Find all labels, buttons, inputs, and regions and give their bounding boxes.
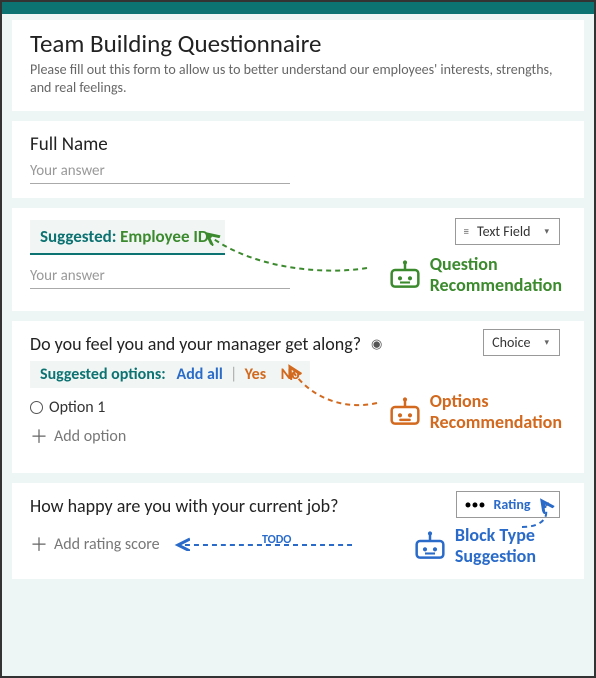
field-type-label: Rating xyxy=(493,496,530,513)
plus-icon: ＋ xyxy=(30,423,48,449)
add-all-button[interactable]: Add all xyxy=(177,365,223,384)
chevron-down-icon: ▾ xyxy=(544,226,549,237)
radio-icon: ◉ xyxy=(371,337,382,352)
text-field-icon: ≡ xyxy=(464,226,469,237)
annotation-question-recommendation: Question Recommendation xyxy=(388,254,562,295)
field-type-select[interactable]: ≡ Text Field ▾ xyxy=(455,218,561,245)
todo-label: TODO xyxy=(262,533,291,547)
rating-icon: ••• xyxy=(465,496,486,513)
chevron-down-icon: ▾ xyxy=(544,337,549,348)
question-card-name: Full Name Your answer xyxy=(12,121,584,198)
chevron-down-icon: ▾ xyxy=(544,499,549,510)
form-title: Team Building Questionnaire xyxy=(30,28,566,59)
header-card: Team Building Questionnaire Please fill … xyxy=(12,20,584,111)
question-card-choice: Do you feel you and your manager get alo… xyxy=(12,321,584,473)
suggested-question-text: Employee ID xyxy=(120,226,209,247)
robot-icon xyxy=(413,531,447,561)
annotation-line2: Suggestion xyxy=(455,546,536,567)
answer-input[interactable]: Your answer xyxy=(30,162,290,184)
separator: | xyxy=(226,365,241,384)
annotation-line1: Options xyxy=(430,391,562,412)
field-type-label: Text Field xyxy=(477,223,530,240)
annotation-block-type: Block Type Suggestion xyxy=(413,525,536,566)
annotation-options-recommendation: Options Recommendation xyxy=(388,391,562,432)
annotation-line1: Question xyxy=(430,254,562,275)
top-accent-bar xyxy=(2,2,594,14)
robot-icon xyxy=(388,260,422,290)
form-subtitle: Please fill out this form to allow us to… xyxy=(30,61,566,97)
suggested-prefix: Suggested: xyxy=(40,226,116,247)
question-card-suggested: Suggested: Employee ID Your answer ≡ Tex… xyxy=(12,208,584,311)
field-type-select[interactable]: Choice ▾ xyxy=(483,329,560,356)
radio-empty-icon[interactable] xyxy=(30,401,43,414)
suggested-question-chip[interactable]: Suggested: Employee ID xyxy=(30,220,225,255)
field-type-label: Choice xyxy=(492,334,530,351)
annotation-line2: Recommendation xyxy=(430,412,562,433)
question-text: Do you feel you and your manager get alo… xyxy=(30,333,361,355)
suggested-options-bar: Suggested options: Add all | Yes No xyxy=(30,361,310,388)
annotation-line2: Recommendation xyxy=(430,275,562,296)
add-rating-label: Add rating score xyxy=(54,535,160,554)
form-frame: Team Building Questionnaire Please fill … xyxy=(0,0,596,678)
robot-icon xyxy=(388,397,422,427)
field-type-select[interactable]: ••• Rating ▾ xyxy=(456,491,560,518)
question-label: Full Name xyxy=(30,133,566,156)
question-card-rating: How happy are you with your current job?… xyxy=(12,483,584,579)
annotation-line1: Block Type xyxy=(455,525,536,546)
suggested-options-label: Suggested options: xyxy=(40,365,166,384)
suggested-option-no[interactable]: No xyxy=(281,365,300,384)
plus-icon: ＋ xyxy=(30,531,48,557)
add-option-label: Add option xyxy=(54,427,126,446)
option-label: Option 1 xyxy=(49,398,105,417)
suggested-option-yes[interactable]: Yes xyxy=(245,365,266,384)
answer-input[interactable]: Your answer xyxy=(30,267,290,289)
